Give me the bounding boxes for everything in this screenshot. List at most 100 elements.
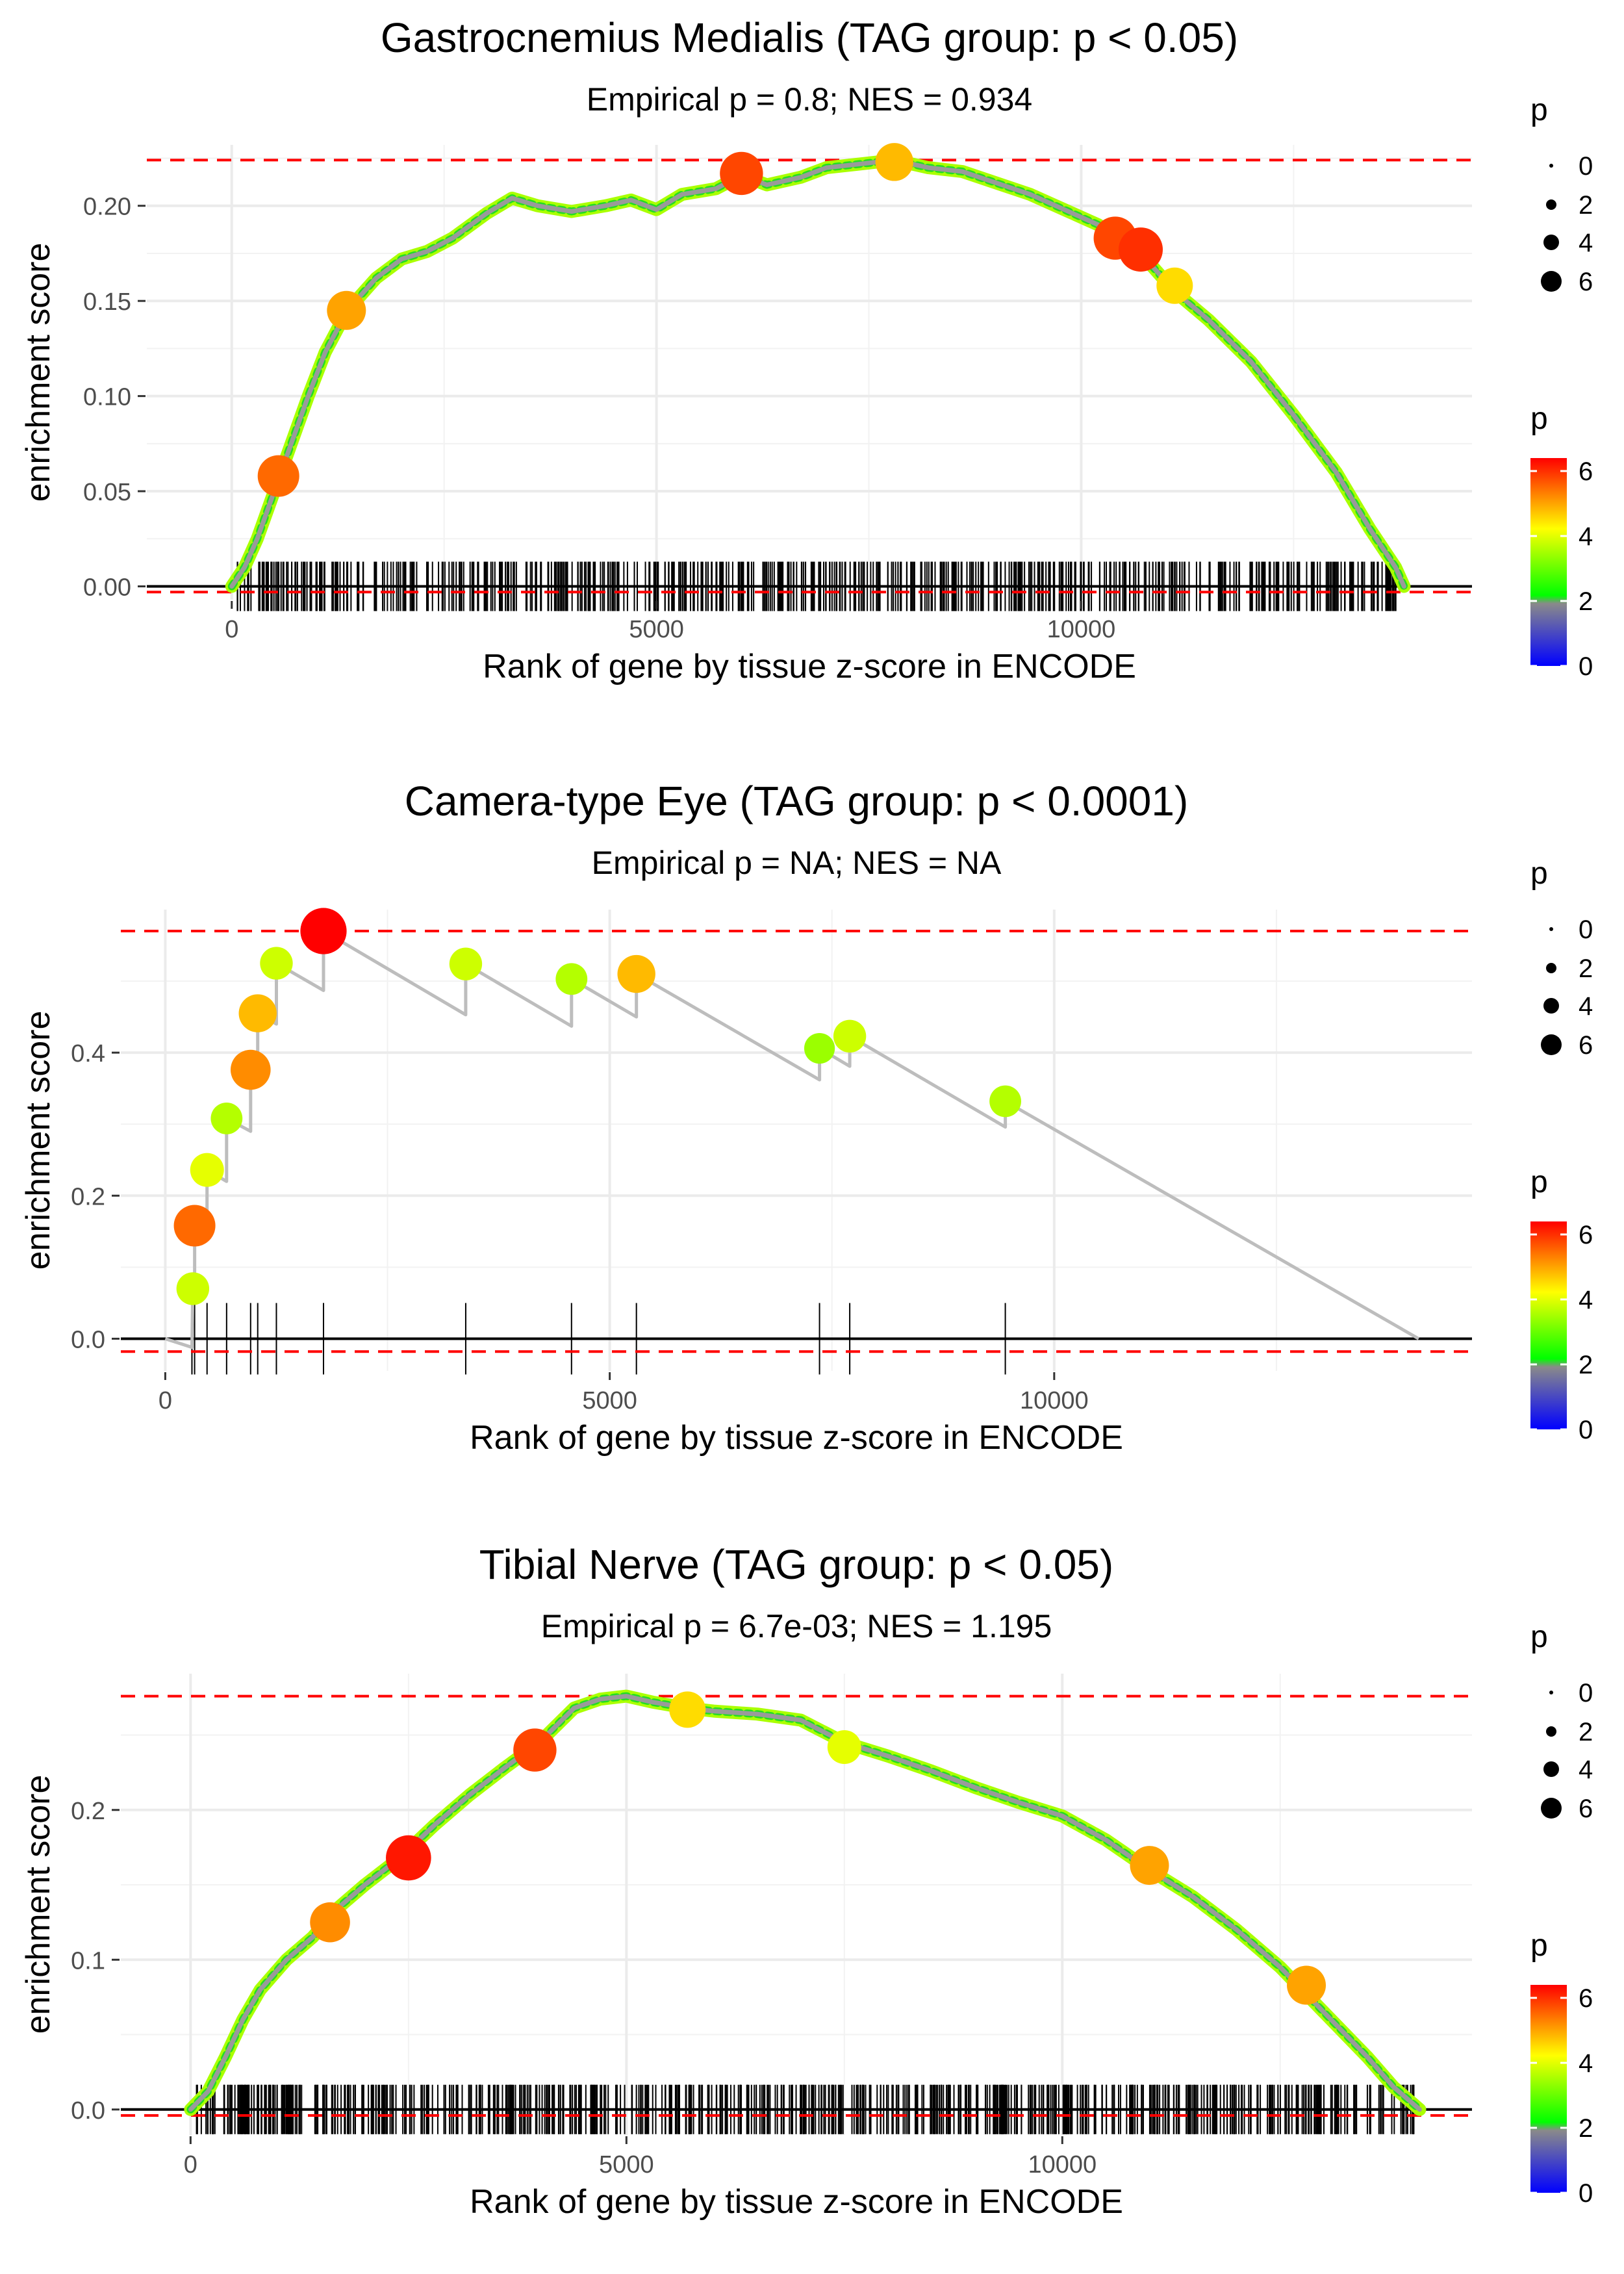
gene-point — [669, 1691, 706, 1728]
size-legend-label: 2 — [1579, 191, 1593, 220]
y-tick-label: 0.00 — [83, 574, 131, 601]
gene-point — [513, 1728, 557, 1772]
color-legend: p 6 4 2 0 — [1530, 402, 1593, 681]
size-legend-dot — [1546, 963, 1556, 973]
gene-point — [555, 963, 588, 995]
gene-point — [989, 1085, 1021, 1118]
es-curve-points — [227, 156, 1408, 591]
gene-point — [310, 1902, 350, 1943]
size-legend-dot — [1549, 927, 1553, 931]
gene-point — [875, 143, 913, 181]
color-bar — [1530, 1985, 1567, 2193]
gene-point — [173, 1205, 216, 1247]
size-legend-label: 4 — [1579, 1756, 1593, 1784]
x-axis-label: Rank of gene by tissue z-score in ENCODE — [470, 1419, 1123, 1457]
gene-point — [300, 908, 347, 954]
gene-point — [1130, 1846, 1169, 1885]
color-legend-label: 0 — [1579, 2179, 1593, 2208]
color-legend-label: 4 — [1579, 1286, 1593, 1314]
y-tick-label: 0.2 — [71, 1798, 105, 1825]
color-bar — [1530, 458, 1567, 666]
color-legend-title: p — [1530, 402, 1548, 436]
gene-point — [190, 1153, 224, 1187]
size-legend-dot — [1543, 998, 1559, 1014]
chart-panel-2: Camera-type Eye (TAG group: p < 0.0001) E… — [19, 778, 1593, 1457]
y-tick-label: 0.4 — [71, 1040, 105, 1067]
size-legend-label: 4 — [1579, 229, 1593, 257]
size-legend: p 0 2 4 6 — [1530, 1620, 1593, 1823]
chart-title: Tibial Nerve (TAG group: p < 0.05) — [479, 1541, 1113, 1588]
gene-point — [833, 1019, 867, 1053]
y-axis-label: enrichment score — [19, 1011, 57, 1270]
es-curve — [229, 157, 1406, 589]
size-legend-label: 2 — [1579, 954, 1593, 983]
color-legend-label: 2 — [1579, 2114, 1593, 2143]
y-tick-label: 0.0 — [71, 2097, 105, 2125]
color-legend-title: p — [1530, 1165, 1548, 1199]
chart-panel-1: Gastrocnemius Medialis (TAG group: p < 0… — [19, 14, 1593, 685]
size-legend-dot — [1546, 1726, 1556, 1737]
y-tick-label: 0.10 — [83, 384, 131, 411]
size-legend-dot — [1541, 1034, 1562, 1055]
rug-plot — [236, 561, 1397, 611]
color-legend-label: 4 — [1579, 522, 1593, 551]
color-legend-label: 6 — [1579, 1984, 1593, 2013]
size-legend-dot — [1543, 1761, 1559, 1777]
size-legend-label: 4 — [1579, 992, 1593, 1021]
y-axis-label: enrichment score — [19, 243, 57, 502]
color-legend-label: 0 — [1579, 652, 1593, 681]
gene-point — [1156, 267, 1193, 304]
y-tick-label: 0.15 — [83, 288, 131, 316]
gene-points — [310, 1691, 1326, 2005]
size-legend: p 0 2 4 6 — [1530, 93, 1593, 296]
gene-point — [327, 290, 366, 330]
x-tick-label: 10000 — [1028, 2151, 1097, 2178]
gene-point — [720, 151, 763, 196]
size-legend-dot — [1541, 271, 1562, 292]
y-axis-label: enrichment score — [19, 1775, 57, 2034]
x-axis-label: Rank of gene by tissue z-score in ENCODE — [470, 2183, 1123, 2221]
gene-points — [257, 143, 1193, 497]
size-legend-dot — [1549, 164, 1553, 168]
gene-point — [257, 455, 299, 497]
size-legend-dot — [1541, 1798, 1562, 1819]
size-legend: p 0 2 4 6 — [1530, 856, 1593, 1060]
chart-title: Gastrocnemius Medialis (TAG group: p < 0… — [381, 14, 1238, 61]
gene-point — [176, 1272, 210, 1305]
color-legend-label: 0 — [1579, 1416, 1593, 1444]
size-legend-label: 6 — [1579, 1795, 1593, 1823]
color-bar — [1530, 1221, 1567, 1429]
color-legend: p 6 4 2 0 — [1530, 1165, 1593, 1444]
gene-point — [230, 1049, 271, 1090]
gene-point — [238, 994, 277, 1032]
gene-points — [173, 908, 1021, 1305]
y-tick-label: 0.1 — [71, 1947, 105, 1974]
chart-subtitle: Empirical p = 0.8; NES = 0.934 — [587, 81, 1032, 118]
size-legend-label: 0 — [1579, 1679, 1593, 1707]
color-legend-title: p — [1530, 1928, 1548, 1963]
y-tick-label: 0.20 — [83, 194, 131, 221]
x-tick-label: 5000 — [582, 1387, 637, 1414]
es-curve — [164, 929, 1420, 1349]
color-legend-label: 2 — [1579, 1351, 1593, 1379]
x-axis-label: Rank of gene by tissue z-score in ENCODE — [483, 648, 1136, 685]
size-legend-dot — [1543, 235, 1559, 250]
x-tick-label: 10000 — [1047, 616, 1116, 643]
size-legend-label: 0 — [1579, 152, 1593, 181]
es-curve — [188, 1694, 1422, 2112]
gene-point — [827, 1730, 861, 1764]
x-tick-label: 5000 — [629, 616, 684, 643]
size-legend-label: 6 — [1579, 1031, 1593, 1060]
x-tick-label: 0 — [184, 2151, 197, 2178]
y-tick-label: 0.05 — [83, 479, 131, 506]
color-legend-label: 2 — [1579, 587, 1593, 616]
size-legend-label: 2 — [1579, 1718, 1593, 1746]
color-legend-label: 6 — [1579, 457, 1593, 486]
es-curve-halo — [225, 153, 1411, 593]
size-legend-title: p — [1530, 856, 1548, 891]
x-tick-label: 5000 — [599, 2151, 654, 2178]
gene-point — [804, 1032, 835, 1064]
color-legend: p 6 4 2 0 — [1530, 1928, 1593, 2208]
es-curve-halo — [184, 1689, 1427, 2116]
